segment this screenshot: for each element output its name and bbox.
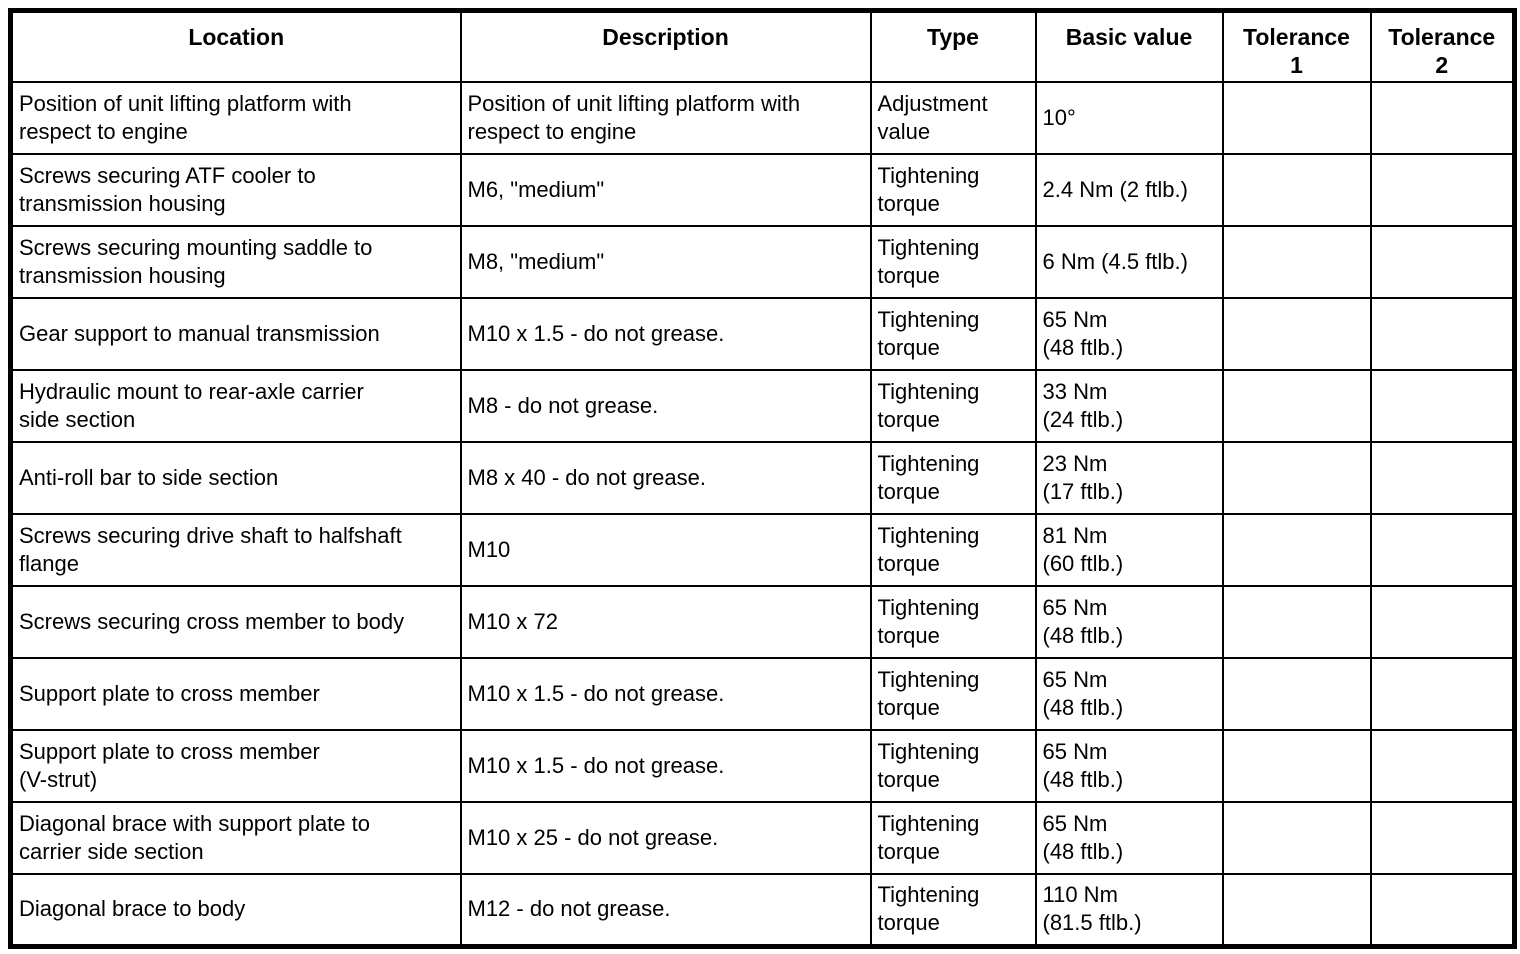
tolerance-2-cell [1369, 297, 1516, 371]
type-cell: Tightening torque [869, 513, 1037, 587]
description-cell: M6, "medium" [459, 153, 872, 227]
tolerance-1-cell [1221, 225, 1372, 299]
basic-value-cell: 81 Nm (60 ftlb.) [1034, 513, 1224, 587]
header-location: Location [9, 9, 462, 83]
tolerance-1-cell [1221, 513, 1372, 587]
table-header-row: Location Description Type Basic value To… [9, 9, 1516, 83]
description-cell: M10 [459, 513, 872, 587]
type-cell: Tightening torque [869, 369, 1037, 443]
tolerance-1-cell [1221, 801, 1372, 875]
tolerance-2-cell [1369, 369, 1516, 443]
location-cell: Position of unit lifting platform with r… [9, 81, 462, 155]
location-cell: Diagonal brace to body [9, 873, 462, 947]
tolerance-2-cell [1369, 657, 1516, 731]
basic-value-cell: 6 Nm (4.5 ftlb.) [1034, 225, 1224, 299]
type-cell: Tightening torque [869, 729, 1037, 803]
basic-value-cell: 23 Nm (17 ftlb.) [1034, 441, 1224, 515]
table-row: Support plate to cross member M10 x 1.5 … [9, 657, 1516, 731]
location-cell: Screws securing mounting saddle to trans… [9, 225, 462, 299]
location-cell: Support plate to cross member [9, 657, 462, 731]
type-cell: Tightening torque [869, 585, 1037, 659]
basic-value-cell: 2.4 Nm (2 ftlb.) [1034, 153, 1224, 227]
tolerance-2-cell [1369, 225, 1516, 299]
description-cell: M8, "medium" [459, 225, 872, 299]
tolerance-1-cell [1221, 585, 1372, 659]
tolerance-2-cell [1369, 153, 1516, 227]
type-cell: Tightening torque [869, 441, 1037, 515]
table-row: Support plate to cross member (V-strut) … [9, 729, 1516, 803]
table-row: Diagonal brace with support plate to car… [9, 801, 1516, 875]
table-row: Screws securing ATF cooler to transmissi… [9, 153, 1516, 227]
basic-value-cell: 33 Nm (24 ftlb.) [1034, 369, 1224, 443]
tolerance-1-cell [1221, 657, 1372, 731]
description-cell: M10 x 1.5 - do not grease. [459, 729, 872, 803]
tolerance-2-cell [1369, 513, 1516, 587]
tolerance-1-cell [1221, 729, 1372, 803]
location-cell: Gear support to manual transmission [9, 297, 462, 371]
table-row: Screws securing cross member to body M10… [9, 585, 1516, 659]
tolerance-2-cell [1369, 873, 1516, 947]
basic-value-cell: 110 Nm (81.5 ftlb.) [1034, 873, 1224, 947]
description-cell: M10 x 1.5 - do not grease. [459, 297, 872, 371]
description-cell: M12 - do not grease. [459, 873, 872, 947]
type-cell: Tightening torque [869, 801, 1037, 875]
table-row: Anti-roll bar to side section M8 x 40 - … [9, 441, 1516, 515]
description-cell: Position of unit lifting platform with r… [459, 81, 872, 155]
type-cell: Adjustment value [869, 81, 1037, 155]
type-cell: Tightening torque [869, 657, 1037, 731]
tolerance-1-cell [1221, 369, 1372, 443]
table-row: Screws securing mounting saddle to trans… [9, 225, 1516, 299]
location-cell: Screws securing drive shaft to halfshaft… [9, 513, 462, 587]
location-cell: Screws securing cross member to body [9, 585, 462, 659]
tolerance-1-cell [1221, 441, 1372, 515]
description-cell: M8 - do not grease. [459, 369, 872, 443]
basic-value-cell: 65 Nm (48 ftlb.) [1034, 585, 1224, 659]
table-row: Diagonal brace to body M12 - do not grea… [9, 873, 1516, 947]
tolerance-2-cell [1369, 729, 1516, 803]
table-row: Position of unit lifting platform with r… [9, 81, 1516, 155]
tolerance-1-cell [1221, 873, 1372, 947]
description-cell: M10 x 25 - do not grease. [459, 801, 872, 875]
tolerance-1-cell [1221, 153, 1372, 227]
header-tolerance-2: Tolerance 2 [1369, 9, 1516, 83]
tolerance-1-cell [1221, 297, 1372, 371]
header-type: Type [869, 9, 1037, 83]
type-cell: Tightening torque [869, 873, 1037, 947]
basic-value-cell: 65 Nm (48 ftlb.) [1034, 657, 1224, 731]
location-cell: Diagonal brace with support plate to car… [9, 801, 462, 875]
tolerance-1-cell [1221, 81, 1372, 155]
header-tolerance-1: Tolerance 1 [1221, 9, 1372, 83]
header-description: Description [459, 9, 872, 83]
basic-value-cell: 65 Nm (48 ftlb.) [1034, 297, 1224, 371]
basic-value-cell: 10° [1034, 81, 1224, 155]
tolerance-2-cell [1369, 585, 1516, 659]
description-cell: M8 x 40 - do not grease. [459, 441, 872, 515]
type-cell: Tightening torque [869, 225, 1037, 299]
tolerance-2-cell [1369, 81, 1516, 155]
table-row: Screws securing drive shaft to halfshaft… [9, 513, 1516, 587]
tolerance-2-cell [1369, 441, 1516, 515]
location-cell: Anti-roll bar to side section [9, 441, 462, 515]
location-cell: Hydraulic mount to rear-axle carrier sid… [9, 369, 462, 443]
basic-value-cell: 65 Nm (48 ftlb.) [1034, 801, 1224, 875]
basic-value-cell: 65 Nm (48 ftlb.) [1034, 729, 1224, 803]
table-row: Gear support to manual transmission M10 … [9, 297, 1516, 371]
description-cell: M10 x 1.5 - do not grease. [459, 657, 872, 731]
type-cell: Tightening torque [869, 153, 1037, 227]
type-cell: Tightening torque [869, 297, 1037, 371]
tolerance-2-cell [1369, 801, 1516, 875]
specifications-table: Location Description Type Basic value To… [8, 8, 1517, 949]
location-cell: Screws securing ATF cooler to transmissi… [9, 153, 462, 227]
location-cell: Support plate to cross member (V-strut) [9, 729, 462, 803]
table-row: Hydraulic mount to rear-axle carrier sid… [9, 369, 1516, 443]
description-cell: M10 x 72 [459, 585, 872, 659]
header-basic-value: Basic value [1034, 9, 1224, 83]
